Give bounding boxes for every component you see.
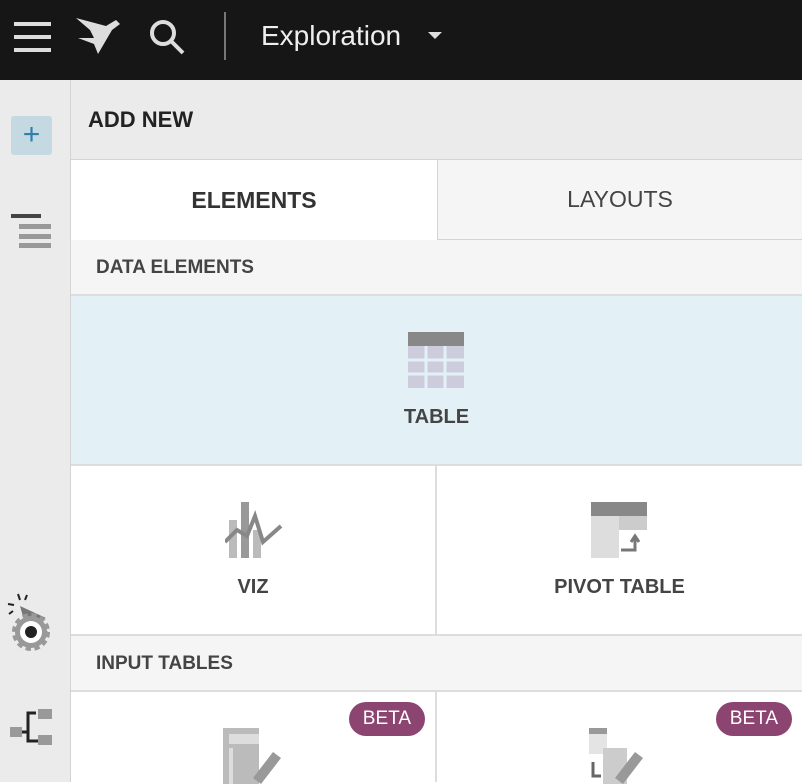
table-label: TABLE bbox=[403, 406, 470, 428]
viz-label: VIZ bbox=[237, 576, 269, 598]
chevron-down-icon[interactable] bbox=[428, 32, 442, 40]
menu-icon[interactable] bbox=[14, 22, 52, 52]
linked-input-table-icon bbox=[589, 728, 643, 784]
section-data-elements: DATA ELEMENTS bbox=[71, 240, 802, 296]
panel-title: ADD NEW bbox=[88, 107, 194, 132]
logo-icon bbox=[76, 18, 120, 54]
beta-badge: BETA bbox=[715, 702, 792, 736]
tab-elements[interactable]: ELEMENTS bbox=[71, 160, 437, 240]
outline-icon[interactable] bbox=[11, 214, 53, 248]
viz-element[interactable]: VIZ bbox=[71, 466, 437, 636]
divider bbox=[224, 12, 226, 60]
section-input-tables: INPUT TABLES bbox=[71, 636, 802, 692]
table-icon bbox=[408, 332, 464, 388]
pivot-table-icon bbox=[591, 502, 647, 558]
exploration-title[interactable]: Exploration bbox=[261, 20, 402, 51]
panel-header: ADD NEW bbox=[71, 80, 802, 160]
pivot-table-label: PIVOT TABLE bbox=[554, 576, 685, 598]
sidebar: + bbox=[0, 80, 71, 782]
beta-badge: BETA bbox=[348, 702, 425, 736]
table-element[interactable]: TABLE bbox=[71, 296, 802, 466]
add-new-panel: ADD NEW ELEMENTS LAYOUTS DATA ELEMENTS T… bbox=[71, 80, 802, 784]
pivot-table-element[interactable]: PIVOT TABLE bbox=[437, 466, 802, 636]
viz-icon bbox=[225, 502, 283, 558]
search-icon[interactable] bbox=[148, 18, 188, 56]
linked-input-table-element[interactable]: BETA bbox=[437, 692, 802, 784]
settings-icon[interactable] bbox=[10, 611, 52, 653]
input-table-element[interactable]: BETA bbox=[71, 692, 437, 784]
tab-layouts[interactable]: LAYOUTS bbox=[437, 160, 802, 240]
hierarchy-icon[interactable] bbox=[10, 709, 54, 749]
top-bar: Exploration bbox=[0, 0, 802, 80]
plus-icon[interactable]: + bbox=[11, 116, 52, 155]
input-table-icon bbox=[223, 728, 281, 784]
